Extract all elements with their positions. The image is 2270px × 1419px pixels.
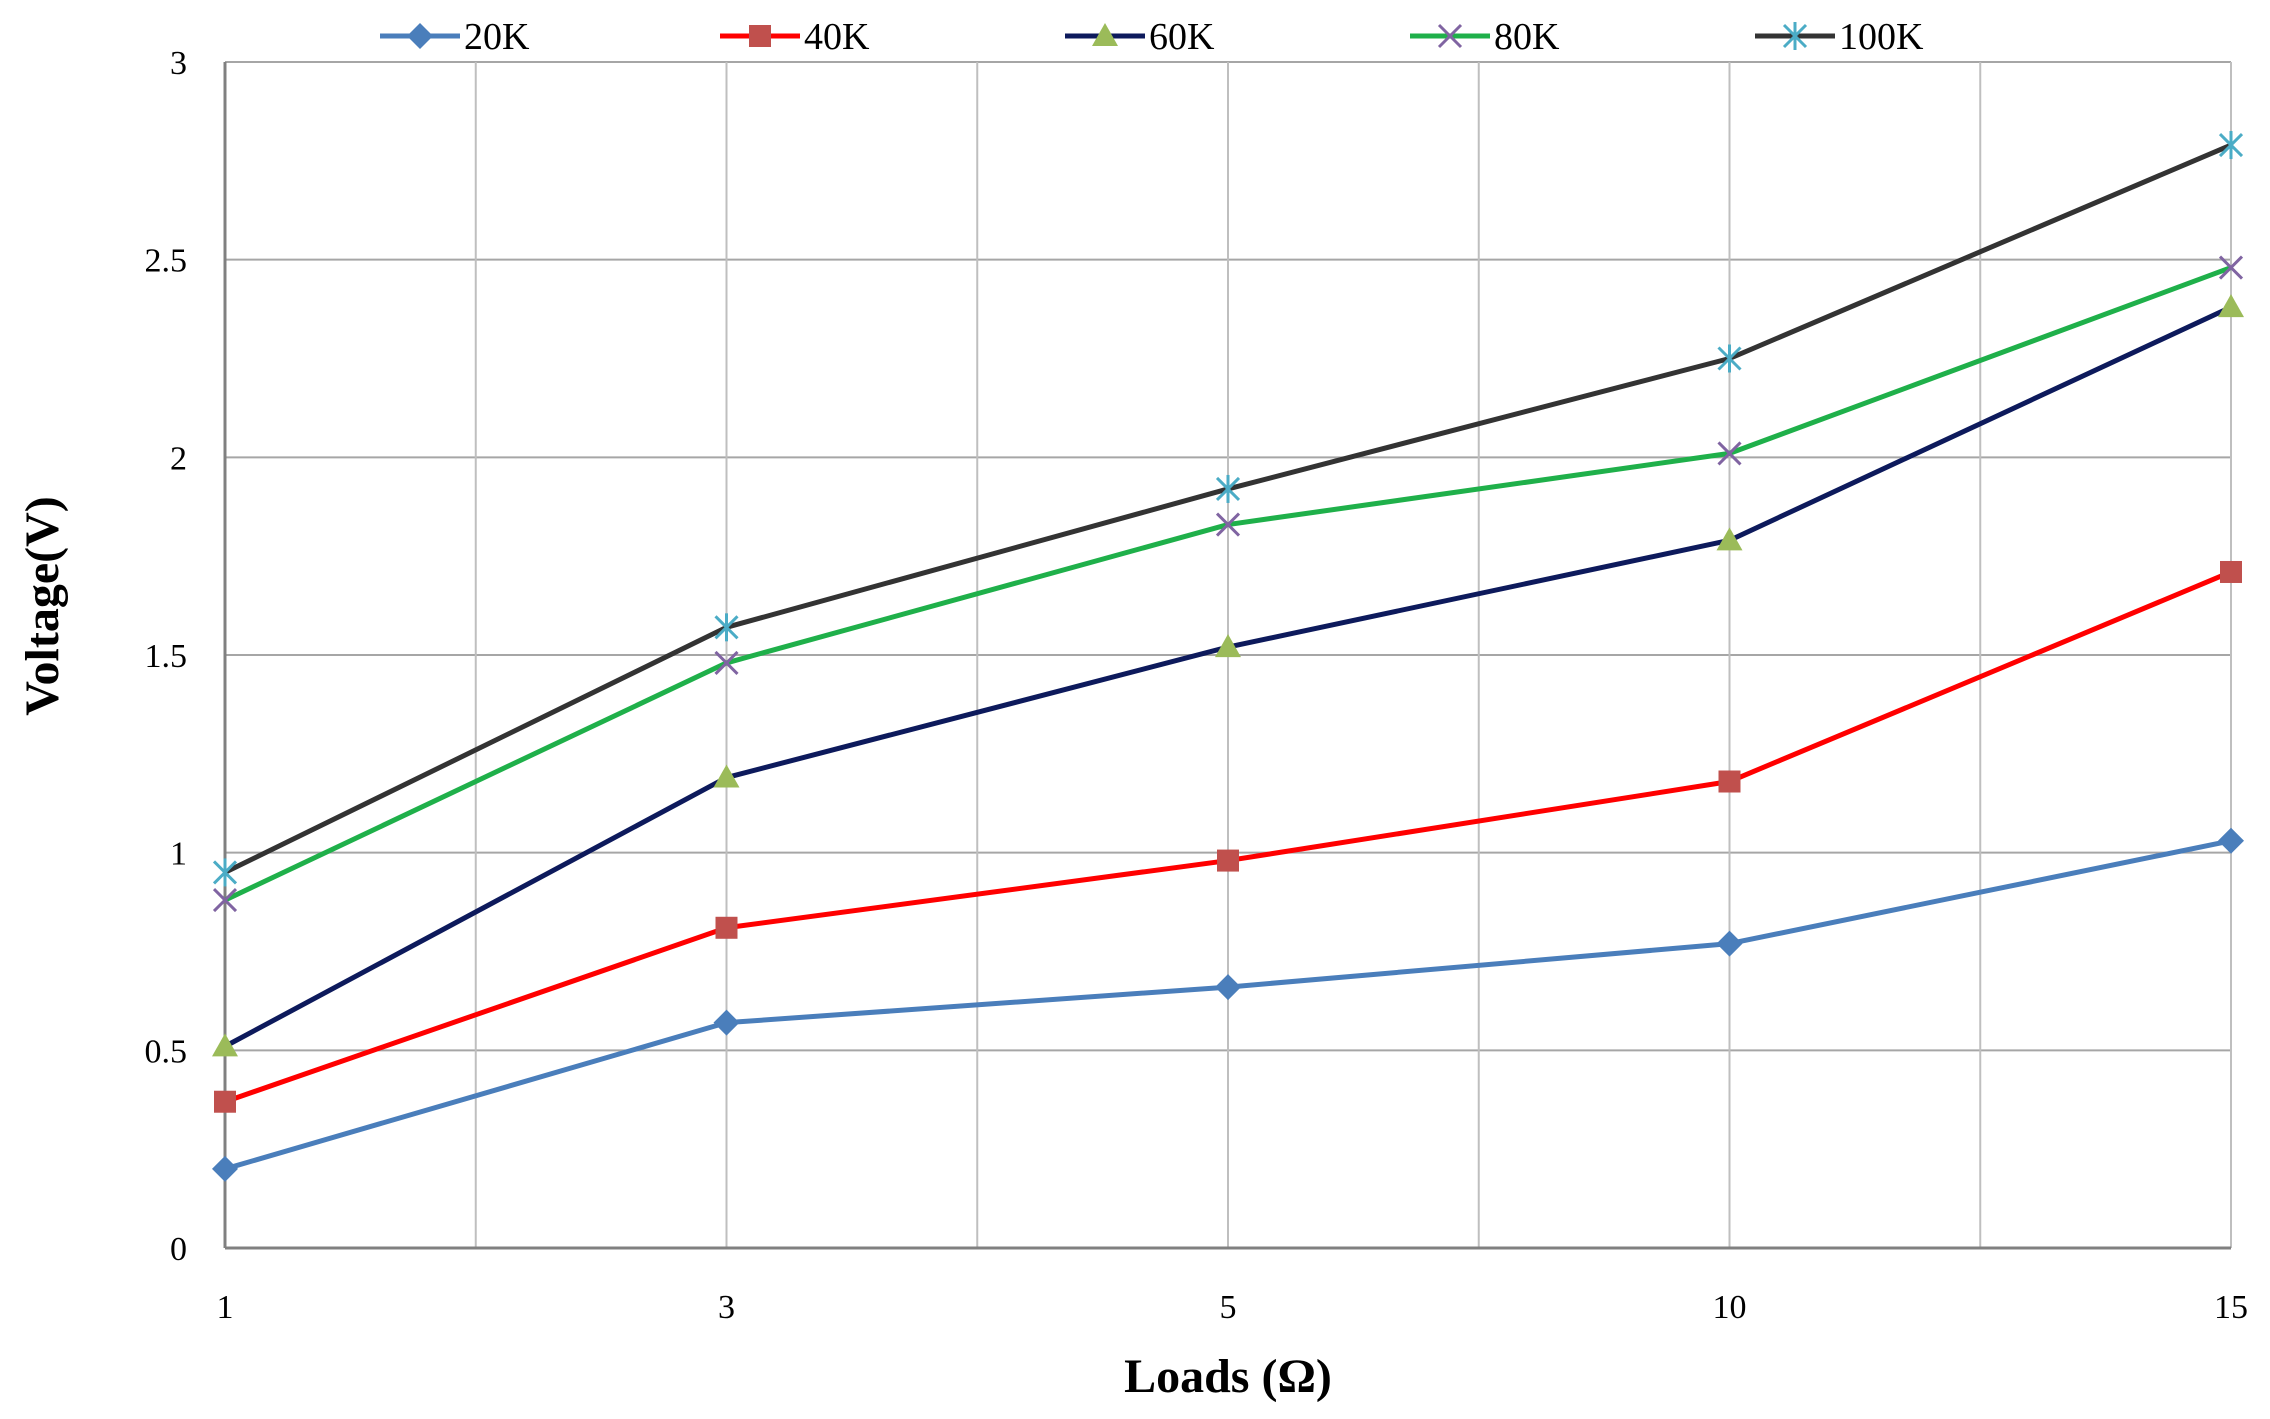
legend-item-40k: 40K xyxy=(720,16,870,58)
data-point xyxy=(2218,827,2244,854)
y-tick-label: 1 xyxy=(170,836,187,873)
legend-item-60k: 60K xyxy=(1065,16,1215,58)
x-tick-labels: 1 3 5 10 15 xyxy=(217,1289,2249,1326)
y-tick-label: 0 xyxy=(170,1231,187,1268)
data-point xyxy=(713,764,740,788)
y-tick-label: 3 xyxy=(170,45,187,82)
data-point xyxy=(714,650,739,675)
data-point xyxy=(212,1033,238,1057)
series-40k xyxy=(214,560,2242,1113)
x-axis-title: Loads (Ω) xyxy=(1124,1350,1332,1403)
data-point xyxy=(2218,294,2244,318)
data-point xyxy=(212,858,238,887)
data-point xyxy=(713,1009,740,1036)
data-point xyxy=(1716,930,1743,957)
legend-marker xyxy=(1437,23,1463,49)
legend-item-20k: 20K xyxy=(380,16,530,58)
data-point xyxy=(714,613,739,642)
legend-marker xyxy=(1092,23,1118,46)
data-point xyxy=(1215,974,1241,1001)
legend-marker xyxy=(749,25,771,47)
x-tick-label: 1 xyxy=(217,1289,234,1326)
y-tick-labels: 0 0.5 1 1.5 2 2.5 3 xyxy=(145,45,188,1268)
series-group xyxy=(212,131,2244,1182)
legend-item-80k: 80K xyxy=(1410,16,1560,58)
x-tick-label: 15 xyxy=(2214,1289,2248,1326)
legend-item-100k: 100K xyxy=(1755,16,1924,58)
y-tick-label: 1.5 xyxy=(145,638,188,675)
y-tick-label: 2 xyxy=(170,440,187,477)
data-point xyxy=(1717,344,1742,373)
x-tick-label: 5 xyxy=(1220,1289,1237,1326)
data-point xyxy=(212,1155,238,1182)
y-tick-label: 2.5 xyxy=(145,243,188,280)
series-60k xyxy=(212,294,2244,1057)
data-point xyxy=(1716,527,1743,551)
legend: 20K 40K 60K 80K 100K xyxy=(380,16,1924,58)
legend-label: 60K xyxy=(1149,16,1215,58)
y-tick-label: 0.5 xyxy=(145,1033,188,1070)
data-point xyxy=(2220,560,2242,583)
legend-label: 100K xyxy=(1839,16,1924,58)
data-point xyxy=(2218,255,2244,280)
data-point xyxy=(1215,634,1241,658)
series-100k xyxy=(212,131,2244,887)
data-point xyxy=(212,888,238,913)
legend-marker xyxy=(1782,22,1808,50)
legend-label: 40K xyxy=(804,16,870,58)
x-tick-label: 10 xyxy=(1713,1289,1747,1326)
data-point xyxy=(1217,849,1239,872)
legend-label: 20K xyxy=(464,16,530,58)
data-point xyxy=(1717,441,1742,466)
y-axis-title: Voltage(V) xyxy=(16,496,69,716)
data-point xyxy=(214,1090,236,1113)
data-point xyxy=(1215,474,1241,503)
data-point xyxy=(715,916,738,939)
series-20k xyxy=(212,827,2244,1182)
series-80k xyxy=(212,255,2244,913)
grid-lines xyxy=(224,61,2232,1249)
x-tick-label: 3 xyxy=(718,1289,735,1326)
data-point xyxy=(1215,512,1241,537)
data-point xyxy=(2218,131,2244,160)
data-point xyxy=(1718,770,1741,793)
legend-marker xyxy=(407,23,433,49)
legend-label: 80K xyxy=(1494,16,1560,58)
